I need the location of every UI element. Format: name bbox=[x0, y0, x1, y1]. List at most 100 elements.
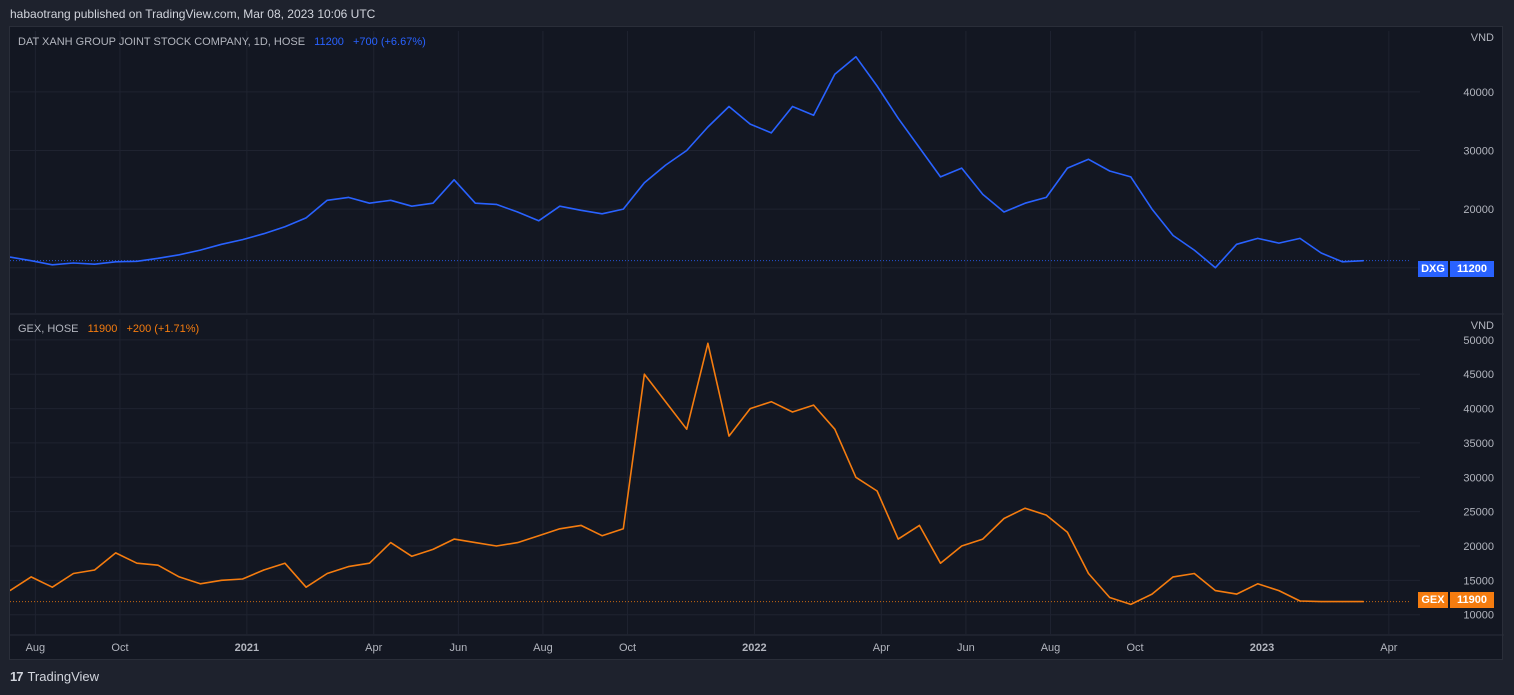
gex-data-point bbox=[749, 407, 751, 410]
gex-data-point bbox=[390, 541, 392, 544]
x-tick-label: Jun bbox=[449, 642, 467, 654]
gex-data-point bbox=[834, 428, 836, 430]
dxg-legend-change: +700 (+6.67%) bbox=[353, 36, 426, 48]
gex-data-point bbox=[770, 401, 772, 403]
dxg-price-tag: DXG 11200 bbox=[1418, 261, 1494, 277]
dxg-data-point bbox=[601, 213, 603, 215]
gex-series-line bbox=[10, 342, 1364, 606]
gex-data-point bbox=[580, 524, 582, 526]
x-tick-label: Aug bbox=[533, 642, 553, 654]
gex-data-point bbox=[982, 538, 984, 540]
gex-data-point bbox=[157, 564, 159, 566]
dxg-data-point bbox=[1130, 176, 1132, 178]
dxg-data-point bbox=[1193, 249, 1195, 251]
dxg-data-point bbox=[538, 220, 540, 222]
y-tick-label: 30000 bbox=[1463, 472, 1494, 484]
x-tick-label: Oct bbox=[111, 642, 128, 654]
dxg-data-point bbox=[1299, 237, 1301, 239]
dxg-data-point bbox=[1214, 267, 1217, 269]
gex-data-point bbox=[474, 541, 476, 544]
gex-data-point bbox=[495, 545, 498, 547]
gex-data-point bbox=[1003, 517, 1005, 520]
gex-data-point bbox=[93, 569, 96, 571]
dxg-data-point bbox=[876, 85, 878, 87]
gex-legend-title: GEX, HOSE bbox=[18, 323, 79, 335]
y-tick-label: 40000 bbox=[1463, 87, 1494, 99]
gex-data-point bbox=[707, 342, 709, 344]
dxg-data-point bbox=[982, 193, 984, 196]
gex-data-point bbox=[516, 541, 519, 544]
dxg-data-point bbox=[813, 114, 815, 116]
x-tick-label: 2021 bbox=[235, 642, 259, 654]
gex-data-point bbox=[1024, 507, 1026, 509]
gex-data-point bbox=[368, 562, 371, 564]
dxg-data-point bbox=[707, 126, 709, 128]
dxg-data-point bbox=[1235, 243, 1238, 245]
dxg-data-point bbox=[1278, 242, 1280, 244]
dxg-data-point bbox=[1257, 237, 1259, 239]
dxg-data-point bbox=[178, 254, 180, 256]
gex-data-point bbox=[1087, 572, 1090, 575]
y-tick-label: 20000 bbox=[1463, 204, 1494, 216]
gex-data-point bbox=[347, 566, 349, 568]
dxg-data-point bbox=[1151, 208, 1153, 210]
dxg-data-point bbox=[580, 209, 582, 211]
y-tick-label: 15000 bbox=[1463, 575, 1494, 587]
y-tick-label: 20000 bbox=[1463, 541, 1494, 553]
chart-frame[interactable]: 40000 30000 20000 10000 VND 50000 45000 40000 35… bbox=[9, 26, 1504, 661]
dxg-data-point bbox=[834, 73, 836, 75]
gex-data-point bbox=[1214, 590, 1217, 592]
y-tick-label: 45000 bbox=[1463, 369, 1494, 381]
x-tick-label: Apr bbox=[1380, 642, 1397, 654]
gex-data-point bbox=[1130, 603, 1132, 605]
gex-data-point bbox=[939, 562, 942, 564]
gex-data-point bbox=[686, 428, 688, 430]
dxg-data-point bbox=[115, 261, 117, 263]
dxg-data-point bbox=[390, 199, 392, 201]
gex-data-point bbox=[263, 569, 265, 571]
dxg-data-point bbox=[1341, 261, 1343, 263]
gex-data-point bbox=[1045, 514, 1047, 516]
dxg-data-point bbox=[1024, 202, 1026, 204]
dxg-data-point bbox=[432, 202, 434, 204]
dxg-data-point bbox=[199, 249, 201, 251]
y-tick-label: 50000 bbox=[1463, 335, 1494, 347]
gex-data-point bbox=[199, 583, 201, 585]
gex-data-point bbox=[664, 401, 667, 403]
gex-data-point bbox=[791, 411, 794, 413]
dxg-data-point bbox=[220, 243, 223, 245]
dxg-series-line bbox=[10, 55, 1364, 269]
dxg-data-point bbox=[791, 105, 794, 108]
dxg-data-point bbox=[1320, 252, 1322, 254]
y-tick-label: 40000 bbox=[1463, 404, 1494, 416]
dxg-data-point bbox=[643, 182, 646, 184]
gex-data-point bbox=[643, 373, 646, 375]
gex-data-point bbox=[432, 548, 434, 551]
gex-data-point bbox=[30, 576, 32, 578]
dxg-data-point bbox=[918, 146, 920, 149]
dxg-data-point bbox=[326, 199, 328, 201]
dxg-data-point bbox=[1172, 234, 1174, 237]
gex-data-point bbox=[1172, 576, 1174, 578]
dxg-data-point bbox=[242, 238, 244, 241]
dxg-data-point bbox=[939, 176, 942, 178]
x-tick-label: Aug bbox=[1041, 642, 1061, 654]
dxg-data-point bbox=[686, 149, 688, 152]
dxg-data-point bbox=[72, 262, 75, 264]
chart-canvas[interactable]: 40000 30000 20000 10000 VND 50000 45000 40000 35… bbox=[10, 27, 1504, 661]
dxg-data-point bbox=[961, 167, 963, 169]
gex-data-point bbox=[51, 586, 53, 588]
x-tick-label: Jun bbox=[957, 642, 975, 654]
dxg-data-point bbox=[474, 202, 476, 204]
gex-data-point bbox=[1151, 593, 1153, 595]
dxg-data-point bbox=[305, 217, 307, 219]
x-tick-label: Oct bbox=[1127, 642, 1144, 654]
x-tick-label: 2023 bbox=[1250, 642, 1274, 654]
y-tick-label: 30000 bbox=[1463, 145, 1494, 157]
dxg-legend-title: DAT XANH GROUP JOINT STOCK COMPANY, 1D, … bbox=[18, 36, 306, 48]
gex-data-point bbox=[559, 528, 561, 530]
footer-brand[interactable]: TradingView bbox=[27, 669, 100, 684]
gex-data-point bbox=[220, 579, 223, 581]
gex-data-point bbox=[136, 562, 138, 564]
dxg-legend-value: 11200 bbox=[314, 36, 344, 48]
